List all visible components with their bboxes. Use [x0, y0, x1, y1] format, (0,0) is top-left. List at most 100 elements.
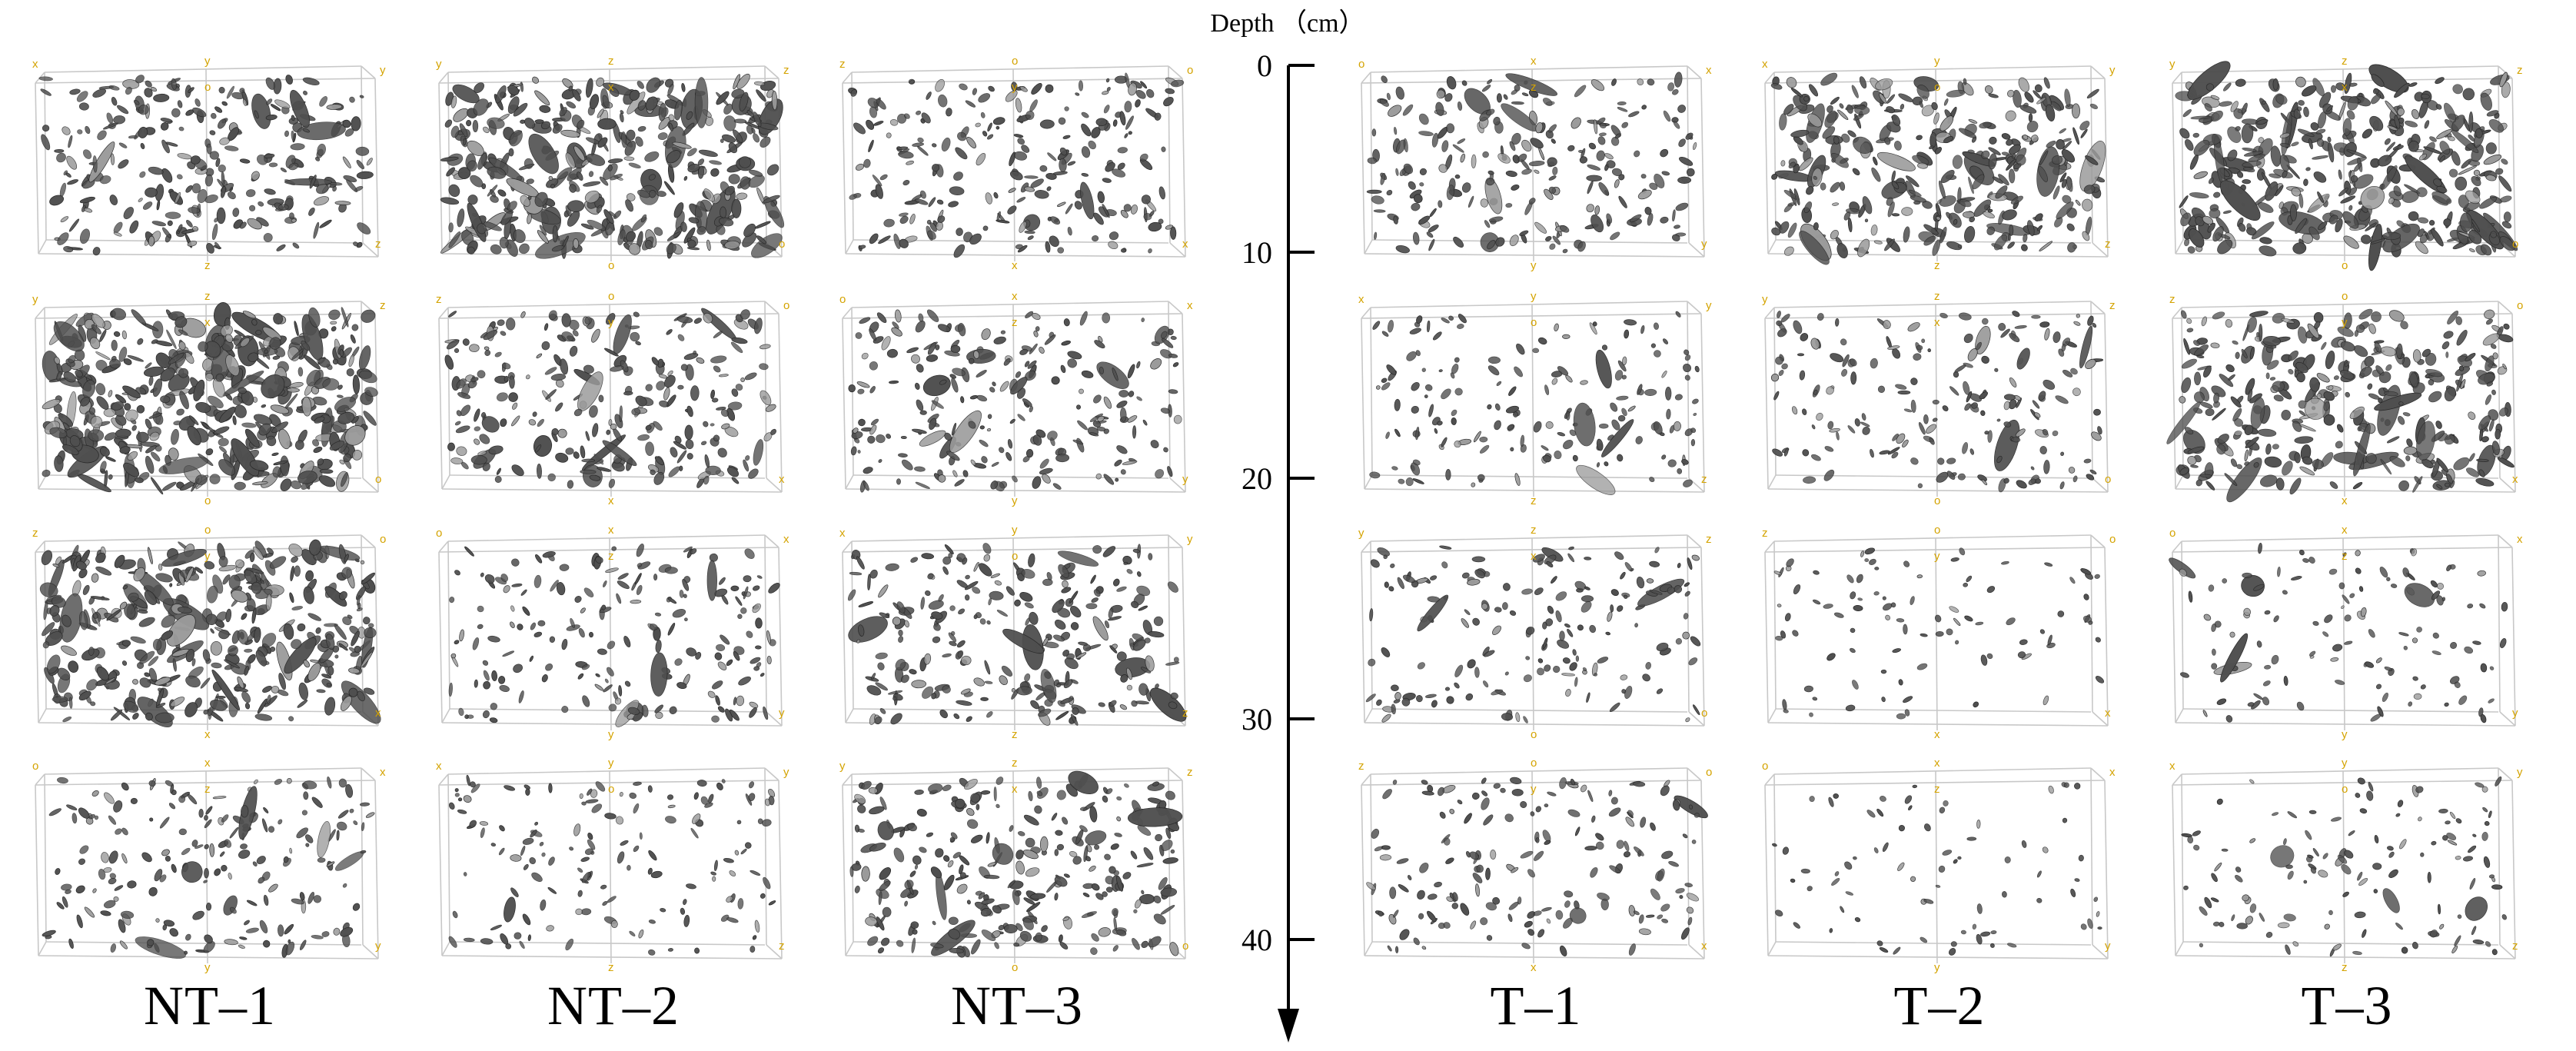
- pore: [886, 434, 891, 439]
- pore: [1438, 369, 1443, 373]
- pore: [2009, 333, 2020, 343]
- pore: [1581, 601, 1592, 613]
- pore: [2087, 315, 2094, 326]
- pore: [2180, 212, 2192, 227]
- pore: [580, 607, 586, 614]
- pore: [161, 227, 171, 239]
- pore: [2342, 594, 2350, 604]
- pore: [78, 610, 88, 630]
- pore: [2413, 693, 2422, 700]
- pore: [272, 466, 281, 477]
- column-label-nt-3: NT–3: [951, 975, 1083, 1036]
- pore: [353, 241, 359, 247]
- pore: [211, 669, 241, 710]
- pore: [2009, 377, 2017, 387]
- pore: [585, 431, 590, 441]
- pore: [1621, 121, 1629, 128]
- pore: [284, 178, 332, 186]
- pore: [1417, 662, 1425, 670]
- pore: [1021, 145, 1030, 153]
- pore: [670, 447, 678, 457]
- pore: [2384, 138, 2391, 145]
- pore: [524, 118, 536, 129]
- pore: [2269, 377, 2276, 381]
- axis-letter-y: y: [32, 293, 38, 306]
- pore: [1803, 95, 1810, 102]
- pore: [1864, 558, 1870, 563]
- pore: [2473, 169, 2481, 176]
- pore: [853, 193, 862, 198]
- pore: [209, 843, 215, 857]
- pore: [1604, 461, 1609, 467]
- pore: [878, 459, 882, 464]
- pore: [241, 613, 248, 620]
- pore: [1168, 701, 1178, 710]
- pore: [317, 857, 326, 863]
- pore: [1454, 682, 1460, 689]
- pore: [2093, 408, 2101, 416]
- axis-letter-o: o: [1934, 494, 1941, 507]
- pore: [711, 715, 720, 723]
- pore: [709, 160, 722, 165]
- pore: [1526, 627, 1535, 635]
- pore: [1053, 634, 1065, 642]
- pore: [2034, 412, 2041, 418]
- pore: [1030, 700, 1039, 710]
- pore: [1132, 548, 1141, 554]
- pore-network: [848, 309, 1182, 493]
- pore: [446, 339, 460, 350]
- pore: [1079, 388, 1084, 394]
- pore: [1168, 389, 1178, 394]
- pore: [1591, 662, 1598, 677]
- pore: [2476, 458, 2489, 462]
- pore: [537, 620, 546, 627]
- pore: [2408, 701, 2413, 707]
- pore: [630, 331, 640, 342]
- pore: [682, 579, 690, 591]
- pore: [1104, 620, 1110, 629]
- pore: [2244, 449, 2249, 462]
- pore: [141, 852, 152, 863]
- pore: [95, 566, 112, 576]
- pore: [251, 171, 260, 181]
- pore: [992, 117, 1005, 125]
- pore: [759, 344, 771, 350]
- pore: [2430, 580, 2438, 588]
- pore: [2468, 453, 2475, 462]
- pore-network: [448, 544, 780, 727]
- pore: [1852, 168, 1860, 175]
- pore: [363, 687, 375, 695]
- pore: [2368, 64, 2409, 93]
- pore: [68, 697, 73, 709]
- pore: [1381, 382, 1391, 391]
- pore: [1846, 574, 1854, 584]
- pore: [2484, 309, 2495, 319]
- pore: [1386, 92, 1391, 101]
- pore: [1857, 238, 1870, 258]
- pore: [251, 581, 262, 594]
- pore: [2302, 456, 2313, 465]
- pore: [1921, 338, 1926, 344]
- pore: [2369, 238, 2386, 244]
- pore: [467, 195, 478, 205]
- depth-axis: [1278, 64, 1315, 1043]
- bounding-box: [2172, 65, 2516, 262]
- pore: [489, 717, 498, 723]
- pore: [342, 616, 352, 626]
- pore: [602, 95, 610, 109]
- pore: [326, 683, 331, 687]
- pore: [1059, 158, 1067, 172]
- pore: [1029, 611, 1039, 625]
- pore: [729, 709, 740, 721]
- pore: [746, 125, 753, 135]
- pore: [1830, 181, 1840, 193]
- pore: [263, 940, 271, 948]
- pore: [1770, 373, 1780, 382]
- pore: [584, 190, 600, 204]
- pore: [996, 211, 1001, 221]
- pore: [2335, 441, 2343, 449]
- pore: [305, 570, 314, 582]
- pore: [224, 939, 238, 946]
- pore: [550, 184, 555, 189]
